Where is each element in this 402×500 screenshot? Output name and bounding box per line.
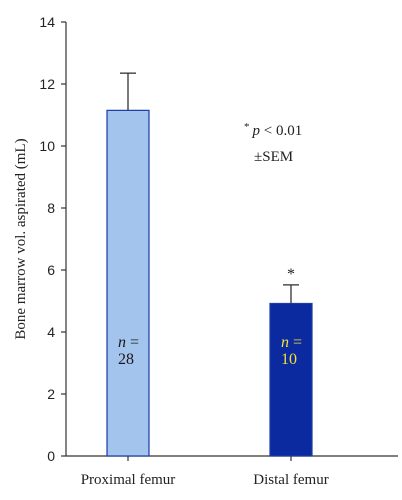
y-axis-ticks: 0 2 4 6 8 10 12 14: [39, 14, 66, 464]
y-axis-label: Bone marrow vol. aspirated (mL): [13, 138, 29, 339]
y-tick-label: 10: [39, 138, 55, 154]
note-p-symbol: p: [252, 123, 261, 139]
y-tick-label: 6: [47, 262, 55, 278]
bars: n =28n =10*: [106, 72, 313, 457]
sample-size-equals: =: [126, 334, 139, 351]
x-category-label: Distal femur: [253, 472, 328, 488]
x-category-label: Proximal femur: [81, 472, 176, 488]
y-tick-label: 14: [39, 14, 55, 30]
sem-note: ±SEM: [254, 149, 293, 165]
y-axis: 0 2 4 6 8 10 12 14 Bone marrow vol. aspirated (…: [13, 14, 67, 464]
y-tick-label: 2: [47, 386, 55, 402]
sample-size-label: n =: [281, 334, 302, 351]
y-tick-label: 4: [47, 324, 55, 340]
note-p-value: < 0.01: [260, 123, 302, 139]
x-axis: Proximal femur Distal femur: [66, 455, 398, 488]
y-tick-label: 8: [47, 200, 55, 216]
sample-size-symbol: n: [281, 334, 289, 351]
sample-size-value: 10: [281, 351, 297, 368]
significance-note-line: * p < 0.01: [244, 121, 302, 139]
y-tick-label: 12: [39, 76, 55, 92]
bar: [269, 302, 313, 457]
significance-star: *: [287, 266, 295, 283]
bar: [106, 109, 150, 457]
y-tick-label: 0: [47, 448, 55, 464]
sample-size-symbol: n: [118, 334, 126, 351]
sample-size-label: n =: [118, 334, 139, 351]
x-axis-categories: Proximal femur Distal femur: [81, 456, 329, 488]
sample-size-equals: =: [289, 334, 302, 351]
note-star: *: [244, 121, 250, 133]
sample-size-value: 28: [118, 351, 134, 368]
significance-note: * p < 0.01 ±SEM: [244, 121, 302, 165]
